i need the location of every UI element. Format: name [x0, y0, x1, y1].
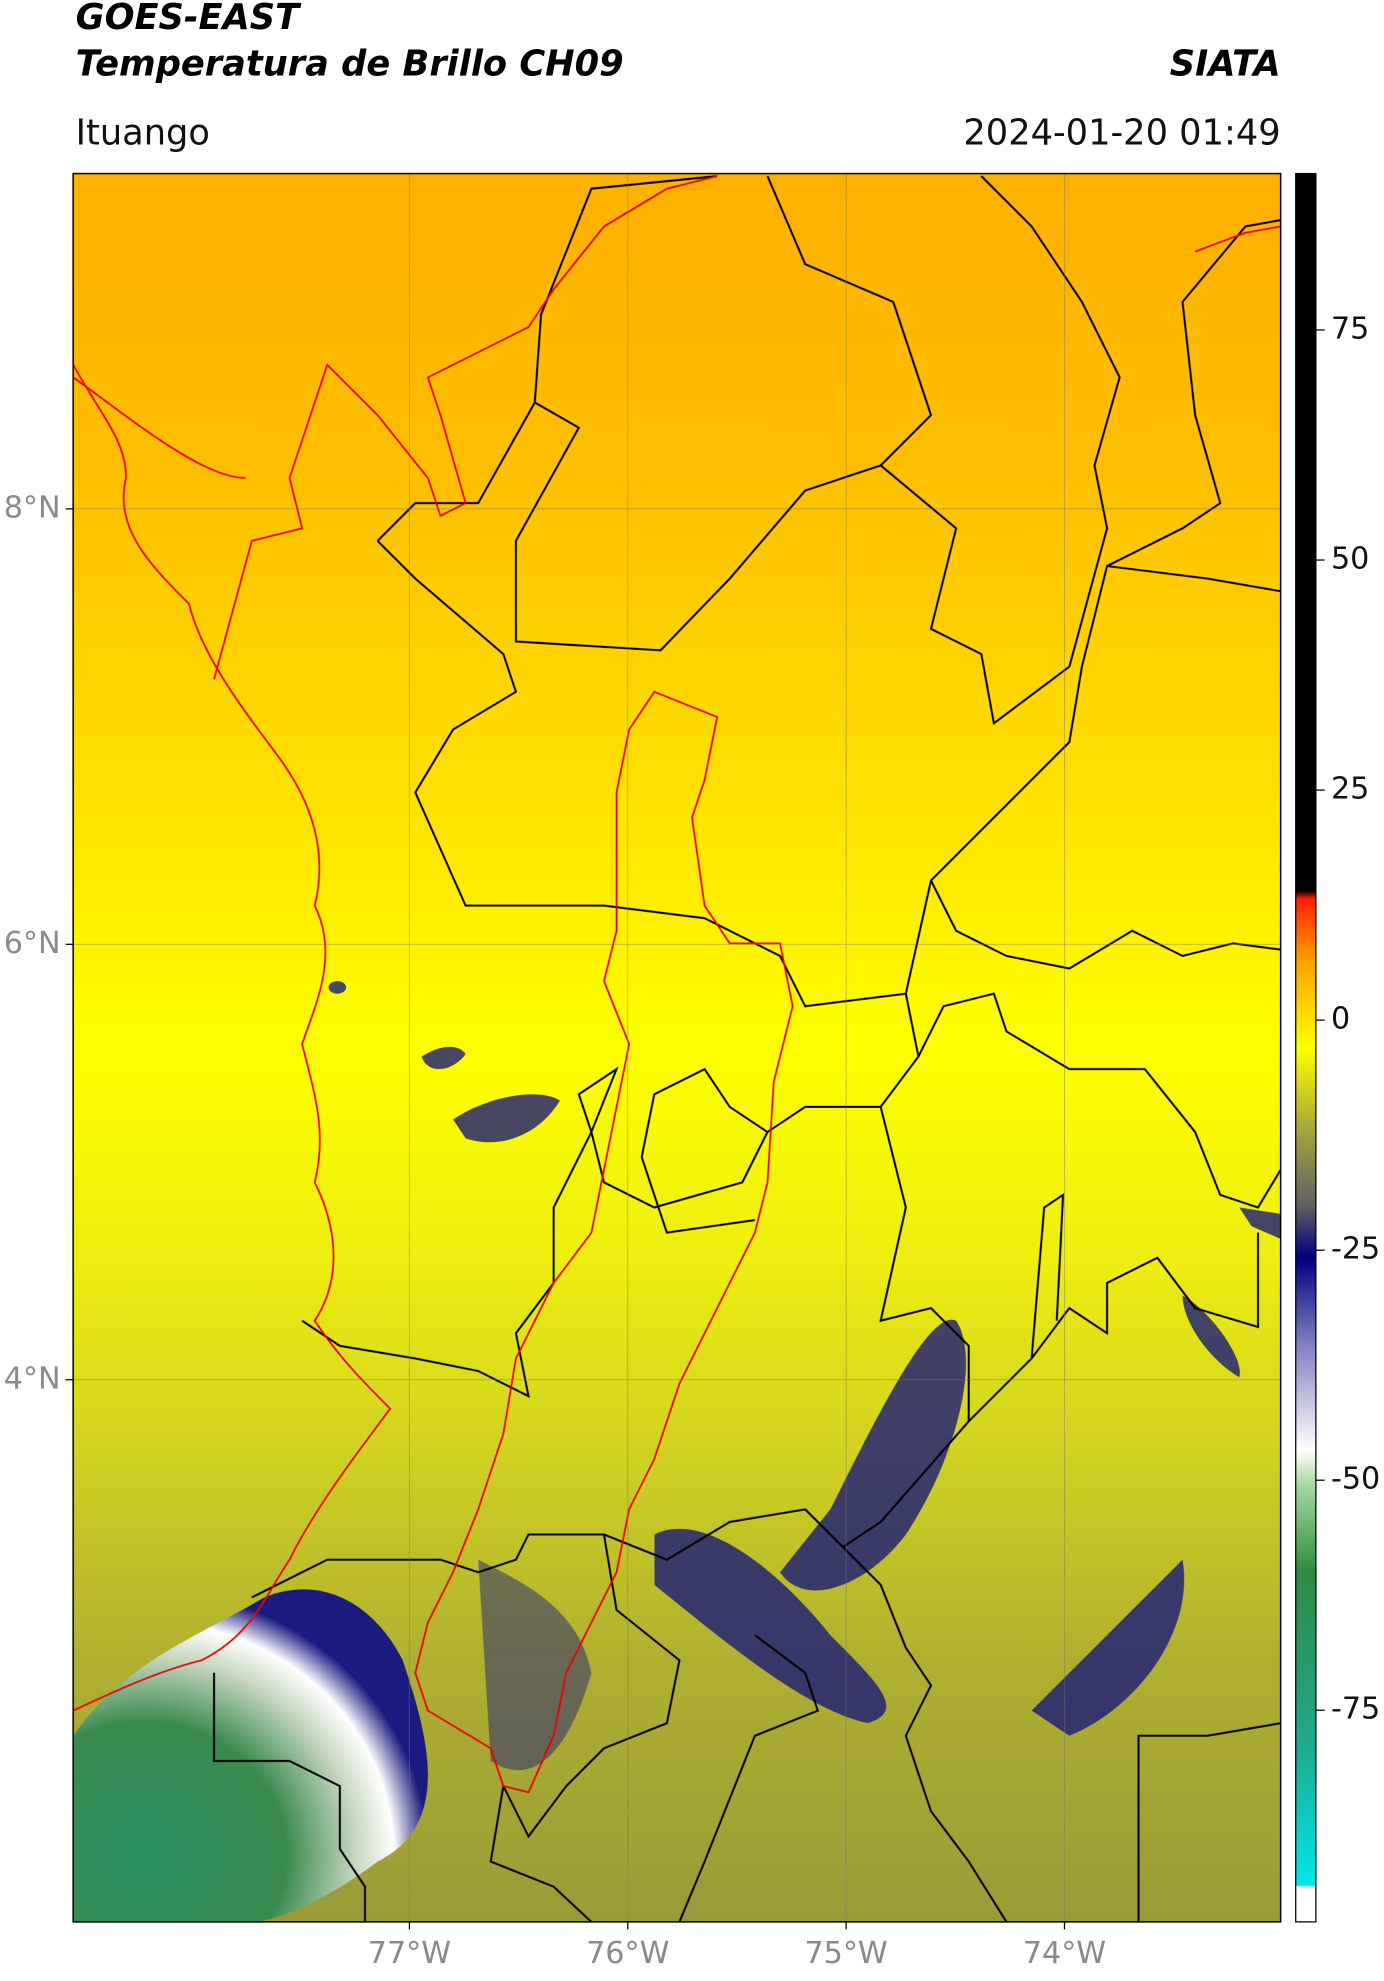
header: GOES-EAST Temperatura de Brillo CH09 SIA…: [76, 0, 1281, 154]
colorbar-tick-label: 75: [1331, 312, 1369, 347]
map: [73, 173, 1281, 1922]
cold-clouds: [328, 981, 1281, 1771]
colorbar-tick-label: 50: [1331, 542, 1369, 577]
y-tick-label: 4°N: [4, 1361, 61, 1396]
y-tick-label: 8°N: [4, 490, 61, 525]
x-tick-label: 76°W: [586, 1936, 669, 1971]
graticule: 77°W 76°W 75°W 74°W 8°N 6°N 4°N: [4, 173, 1281, 1971]
colorbar-tick-label: -75: [1331, 1692, 1380, 1727]
colorbar-tick-label: 0: [1331, 1002, 1350, 1037]
subtitle: Temperatura de Brillo CH09: [76, 43, 624, 84]
x-tick-label: 74°W: [1023, 1936, 1106, 1971]
colorbar-tick-label: 25: [1331, 772, 1369, 807]
map-frame: [72, 172, 1282, 1923]
location: Ituango: [76, 113, 210, 154]
colorbar-tick-label: -50: [1331, 1462, 1380, 1497]
colorbar-scale: [1295, 172, 1317, 1923]
datetime: 2024-01-20 01:49: [963, 113, 1280, 154]
x-tick-label: 77°W: [368, 1936, 451, 1971]
colorbar: 75 50 25 0 -25 -50 -75: [1295, 172, 1380, 1923]
colorbar-tick-label: -25: [1331, 1232, 1380, 1267]
source: SIATA: [1170, 43, 1281, 84]
title: GOES-EAST: [76, 0, 302, 38]
x-tick-label: 75°W: [804, 1936, 887, 1971]
coastline-and-basin: [73, 175, 1281, 1794]
department-borders: [213, 175, 1281, 1922]
y-tick-label: 6°N: [4, 926, 61, 961]
